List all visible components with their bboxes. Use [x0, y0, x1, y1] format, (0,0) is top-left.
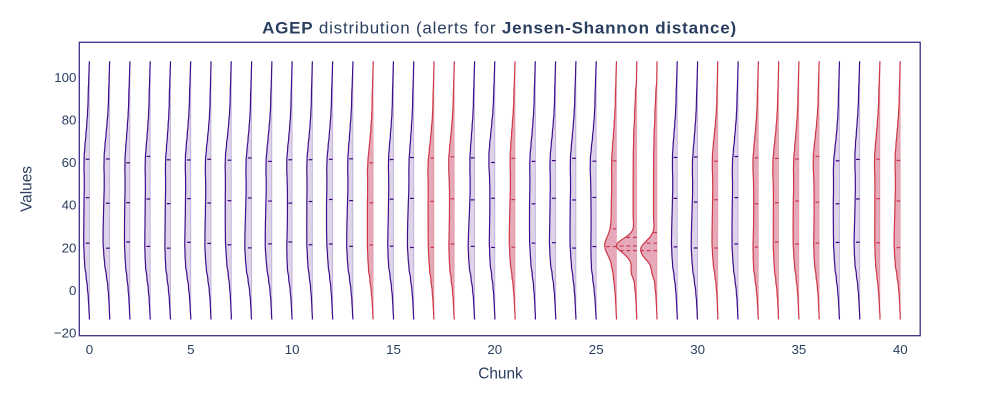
- svg-text:Chunk: Chunk: [478, 366, 523, 383]
- svg-text:Values: Values: [19, 166, 36, 212]
- svg-text:0: 0: [86, 342, 93, 357]
- svg-text:100: 100: [54, 70, 76, 85]
- svg-text:80: 80: [62, 112, 77, 127]
- svg-text:10: 10: [285, 342, 300, 357]
- svg-text:20: 20: [487, 342, 502, 357]
- svg-text:5: 5: [187, 342, 194, 357]
- svg-text:35: 35: [792, 342, 807, 357]
- svg-text:30: 30: [690, 342, 705, 357]
- svg-text:40: 40: [893, 342, 908, 357]
- svg-text:AGEP distribution (alerts for: AGEP distribution (alerts for Jensen-Sha…: [262, 19, 737, 38]
- svg-text:25: 25: [589, 342, 604, 357]
- svg-text:0: 0: [69, 283, 76, 298]
- svg-text:15: 15: [386, 342, 401, 357]
- svg-text:60: 60: [62, 155, 77, 170]
- svg-text:40: 40: [62, 198, 77, 213]
- svg-text:20: 20: [62, 240, 77, 255]
- svg-text:−20: −20: [54, 326, 77, 341]
